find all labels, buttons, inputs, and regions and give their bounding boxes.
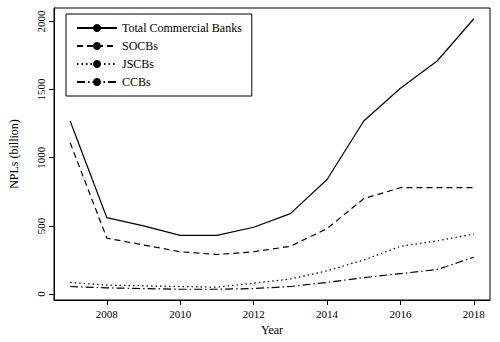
svg-text:2000: 2000 xyxy=(35,10,47,33)
svg-text:1000: 1000 xyxy=(35,146,47,169)
svg-text:2016: 2016 xyxy=(389,308,412,320)
svg-text:JSCBs: JSCBs xyxy=(122,57,154,71)
svg-text:Total Commercial Banks: Total Commercial Banks xyxy=(122,21,242,35)
svg-text:1500: 1500 xyxy=(35,78,47,101)
svg-text:Year: Year xyxy=(261,323,283,337)
svg-text:SOCBs: SOCBs xyxy=(122,39,158,53)
svg-text:2018: 2018 xyxy=(463,308,486,320)
svg-text:NPLs (billion): NPLs (billion) xyxy=(7,119,21,189)
svg-text:2014: 2014 xyxy=(316,308,339,320)
svg-text:0: 0 xyxy=(35,291,47,297)
svg-text:2008: 2008 xyxy=(96,308,119,320)
svg-text:500: 500 xyxy=(35,217,47,234)
svg-text:2010: 2010 xyxy=(169,308,192,320)
svg-text:2012: 2012 xyxy=(243,308,265,320)
svg-text:CCBs: CCBs xyxy=(122,75,151,89)
